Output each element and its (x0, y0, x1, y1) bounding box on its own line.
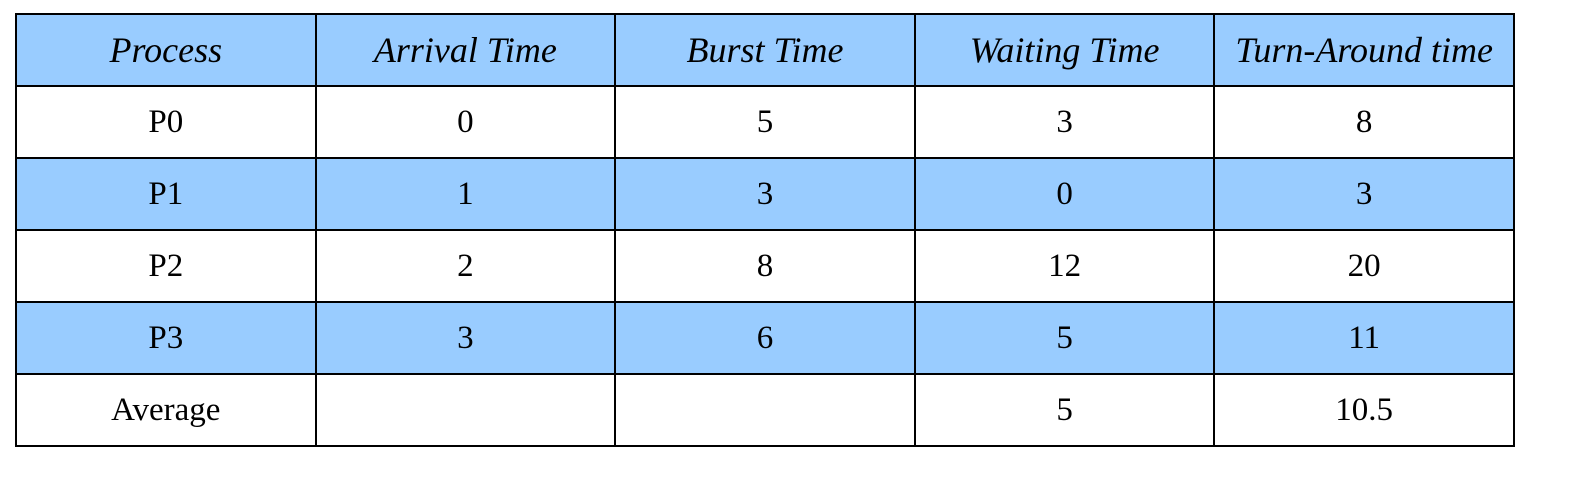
cell-process: P0 (15, 85, 317, 159)
cell-waiting-time: 0 (913, 157, 1216, 231)
cell-burst-time: 8 (614, 229, 916, 303)
cell-average-waiting-time: 5 (913, 373, 1216, 447)
cell-turnaround-time: 8 (1213, 85, 1515, 159)
table-row: P0 0 5 3 8 (15, 85, 1515, 159)
header-burst-time: Burst Time (614, 13, 916, 87)
average-row: Average 5 10.5 (15, 373, 1515, 447)
cell-waiting-time: 3 (913, 85, 1216, 159)
cell-average-turnaround-time: 10.5 (1213, 373, 1515, 447)
table-row: P3 3 6 5 11 (15, 301, 1515, 375)
cell-process: P3 (15, 301, 317, 375)
cell-burst-time: 6 (614, 301, 916, 375)
cell-waiting-time: 5 (913, 301, 1216, 375)
header-row: Process Arrival Time Burst Time Waiting … (15, 13, 1515, 87)
cell-burst-time (614, 373, 916, 447)
cell-arrival-time (314, 373, 617, 447)
cell-arrival-time: 3 (314, 301, 617, 375)
cell-arrival-time: 0 (314, 85, 617, 159)
cell-arrival-time: 2 (314, 229, 617, 303)
cell-burst-time: 5 (614, 85, 916, 159)
cell-turnaround-time: 3 (1213, 157, 1515, 231)
cell-turnaround-time: 20 (1213, 229, 1515, 303)
cell-average-label: Average (15, 373, 317, 447)
table-body: P0 0 5 3 8 P1 1 3 0 3 P2 2 8 12 20 P3 3 … (15, 85, 1515, 447)
header-process: Process (15, 13, 317, 87)
header-turnaround-time: Turn-Around time (1213, 13, 1515, 87)
cell-arrival-time: 1 (314, 157, 617, 231)
cell-process: P1 (15, 157, 317, 231)
table-row: P1 1 3 0 3 (15, 157, 1515, 231)
header-arrival-time: Arrival Time (314, 13, 617, 87)
cell-process: P2 (15, 229, 317, 303)
table-header: Process Arrival Time Burst Time Waiting … (15, 13, 1515, 87)
cell-waiting-time: 12 (913, 229, 1216, 303)
process-schedule-table: Process Arrival Time Burst Time Waiting … (15, 13, 1515, 447)
cell-burst-time: 3 (614, 157, 916, 231)
table-row: P2 2 8 12 20 (15, 229, 1515, 303)
header-waiting-time: Waiting Time (913, 13, 1216, 87)
cell-turnaround-time: 11 (1213, 301, 1515, 375)
